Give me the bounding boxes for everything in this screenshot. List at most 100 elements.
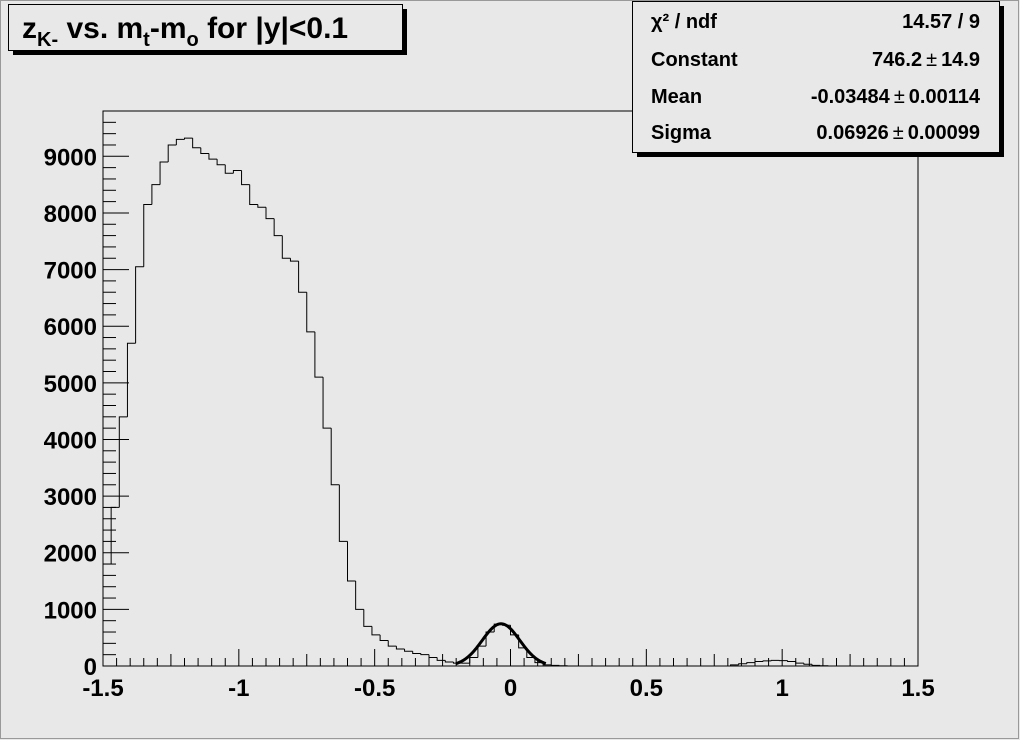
y-tick-label: 6000 (44, 314, 97, 341)
histogram-bin (143, 203, 152, 267)
x-tick-label: -1.5 (82, 675, 123, 702)
histogram-bin (404, 649, 413, 652)
histogram-bin (135, 266, 144, 344)
stats-pm: ± (926, 49, 937, 71)
title-box (8, 4, 403, 51)
title-part: o (187, 29, 199, 51)
histogram-bin (306, 292, 315, 333)
histogram-bin (379, 634, 389, 642)
x-tick-label: 1.5 (901, 675, 934, 702)
y-tick-label: 0 (84, 654, 97, 681)
histogram-bin (795, 661, 804, 664)
y-tick-label: 1000 (44, 597, 97, 624)
histogram-bin (436, 657, 446, 661)
histogram-bin (192, 138, 201, 149)
stats-label: χ² / ndf (651, 11, 717, 33)
histogram-bin (241, 170, 250, 186)
histogram-bin (428, 654, 438, 659)
stats-label: Sigma (651, 122, 712, 144)
histogram-bin (249, 184, 258, 205)
histogram-bin (289, 258, 299, 262)
histogram-bin (159, 161, 169, 185)
histogram-bin (754, 660, 764, 663)
histogram-bin (314, 331, 324, 378)
y-tick-label: 9000 (44, 144, 97, 171)
histogram-bin (257, 204, 266, 208)
chart-title: zK- vs. mt-mo for |y|<0.1 (22, 12, 348, 51)
stats-label: Constant (651, 49, 738, 71)
histogram-bin (770, 659, 780, 661)
histogram-bin (787, 660, 796, 662)
stats-pm: ± (893, 122, 904, 144)
histogram-bin (550, 664, 560, 666)
histogram-bin (387, 640, 397, 647)
stats-error: 0.00099 (908, 122, 980, 144)
histogram-bin (371, 626, 381, 636)
histogram-bin (322, 377, 332, 429)
title-part: z (22, 12, 37, 45)
histogram-bin (216, 159, 226, 166)
x-tick-label: 0 (504, 675, 517, 702)
x-tick-label: -0.5 (354, 675, 395, 702)
histogram-bin (200, 147, 209, 154)
title-part: -m (150, 12, 187, 45)
stats-value: 0.06926 ±0.00099 (816, 122, 980, 144)
histogram-bin (485, 631, 495, 647)
histogram-bin (338, 484, 348, 542)
y-tick-label: 2000 (44, 541, 97, 568)
stats-box (632, 1, 1000, 153)
frame (102, 110, 919, 667)
stats-error: 0.00114 (909, 86, 981, 108)
stats-error: 14.9 (941, 49, 980, 71)
histogram-bin (444, 660, 454, 663)
histogram-bin (469, 657, 478, 664)
plot-area: 0 1000 2000 3000 4000 5000 6000 7000 8000 9000 -1.… (44, 110, 935, 702)
histogram-bin (232, 169, 242, 174)
histogram-bin (175, 138, 185, 145)
histogram-bin (281, 235, 291, 259)
histogram-bin (811, 664, 821, 666)
histogram-bin (298, 261, 307, 293)
title-part: for |y|<0.1 (199, 12, 348, 45)
histogram-bin (420, 653, 429, 656)
histogram-bin (330, 428, 340, 486)
x-tick-label: -1 (228, 675, 249, 702)
y-tick-label: 3000 (44, 484, 97, 511)
title-part: vs. m (58, 12, 143, 45)
y-tick-label: 8000 (44, 201, 97, 228)
stats-value: 746.2 ±14.9 (872, 49, 980, 71)
histogram-bin (738, 663, 747, 665)
fit-curve (455, 622, 547, 665)
histogram-bin (208, 153, 218, 160)
x-tick-label: 1 (775, 675, 788, 702)
histogram-bin (347, 541, 356, 582)
stats-number: 0.06926 (816, 122, 888, 144)
histogram-bin (395, 646, 405, 650)
title-part: K- (37, 29, 58, 51)
y-tick-label: 5000 (44, 371, 97, 398)
stats-label: Mean (651, 86, 702, 108)
y-tick-label: 4000 (44, 427, 97, 454)
histogram-bin (151, 184, 161, 205)
stats-pm: ± (894, 86, 905, 108)
histogram-bin (746, 662, 755, 664)
histogram-bin (355, 581, 364, 610)
y-tick-label: 7000 (44, 258, 97, 285)
histogram-bin (363, 609, 372, 627)
histogram-bin (102, 563, 112, 666)
histogram-bin (803, 663, 813, 665)
stats-value: -0.03484 ±0.00114 (811, 86, 981, 108)
histogram-bin (167, 144, 177, 162)
stats-value: 14.57 / 9 (902, 11, 980, 33)
histogram-bin (273, 218, 283, 237)
histogram-bin (412, 651, 421, 655)
histogram-bin (762, 660, 772, 662)
title-part: t (143, 29, 150, 51)
histogram-bin (110, 506, 120, 565)
histogram-bin (730, 664, 739, 666)
histogram-bin (118, 416, 128, 508)
histogram-bin (265, 207, 275, 220)
stats-number: 746.2 (872, 49, 922, 71)
